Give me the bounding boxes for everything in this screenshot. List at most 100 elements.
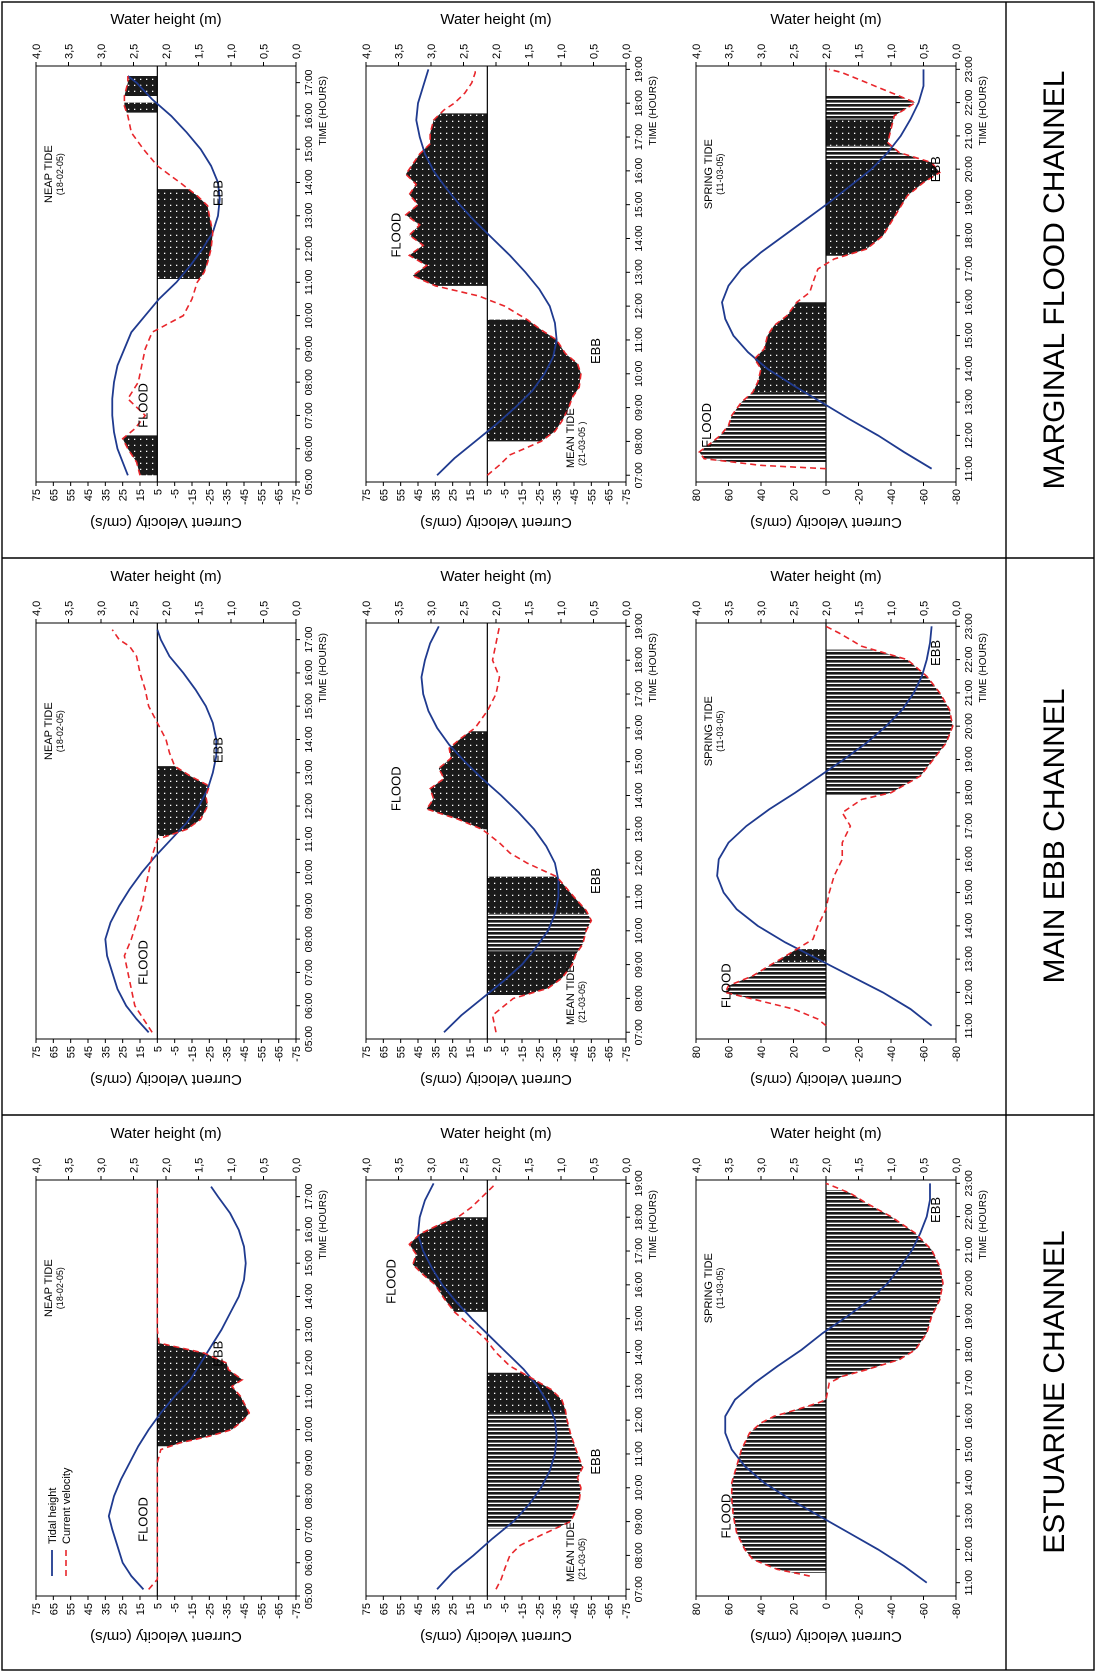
ebb-label: EBB: [588, 1449, 603, 1475]
y2-tick-label: 0,0: [951, 44, 963, 59]
y-tick-label: 75: [361, 489, 373, 501]
y2-axis-label: Water height (m): [440, 568, 551, 585]
y-tick-label: 20: [789, 1046, 801, 1058]
y-tick-label: 25: [118, 489, 130, 501]
x-tick-label: 05:00: [303, 469, 315, 495]
y-tick-label: 35: [100, 489, 112, 501]
y-tick-label: 75: [31, 489, 43, 501]
x-tick-label: 16:00: [303, 103, 315, 129]
y2-tick-label: 1,0: [886, 1158, 898, 1173]
y-tick-label: 35: [430, 489, 442, 501]
x-tick-label: 18:00: [633, 1204, 645, 1230]
y-tick-label: -5: [170, 489, 182, 499]
y2-tick-label: 2,5: [129, 1158, 141, 1173]
x-tick-label: 13:00: [633, 816, 645, 842]
x-axis-label: TIME (HOURS): [648, 633, 659, 702]
tide-label: NEAP TIDE: [43, 145, 55, 203]
x-tick-label: 07:00: [303, 1516, 315, 1542]
y-tick-label: 20: [789, 489, 801, 501]
y2-tick-label: 2,5: [129, 44, 141, 59]
x-tick-label: 06:00: [303, 435, 315, 461]
tide-label: SPRING TIDE: [703, 696, 715, 766]
y-tick-label: 45: [413, 1046, 425, 1058]
channel-title-marginal-flood: MARGINAL FLOOD CHANNEL: [1038, 71, 1071, 490]
y2-tick-label: 1,0: [886, 44, 898, 59]
y2-tick-label: 2,0: [491, 44, 503, 59]
y2-tick-label: 1,5: [524, 601, 536, 616]
y2-tick-label: 3,5: [724, 1158, 736, 1173]
x-tick-label: 15:00: [633, 1305, 645, 1331]
y-tick-label: -75: [291, 1603, 303, 1619]
flood-label: FLOOD: [135, 1497, 150, 1542]
x-tick-label: 15:00: [633, 748, 645, 774]
x-tick-label: 13:00: [963, 946, 975, 972]
y-tick-label: -75: [621, 489, 633, 505]
tidal-height-line: [716, 626, 933, 1027]
y-tick-label: -65: [604, 489, 616, 505]
x-tick-label: 11:00: [963, 1013, 975, 1039]
y-tick-label: 65: [378, 1603, 390, 1615]
x-tick-label: 14:00: [633, 782, 645, 808]
y-tick-label: 40: [756, 489, 768, 501]
x-tick-label: 17:00: [303, 69, 315, 95]
y2-tick-label: 2,0: [821, 1158, 833, 1173]
y2-axis-label: Water height (m): [110, 568, 221, 585]
y-tick-label: -80: [951, 489, 963, 505]
y2-tick-label: 0,0: [621, 44, 633, 59]
y-tick-label: 60: [724, 1603, 736, 1615]
flood-label: FLOOD: [135, 940, 150, 985]
y-tick-label: -65: [274, 1046, 286, 1062]
x-tick-label: 10:00: [303, 859, 315, 885]
x-tick-label: 10:00: [633, 1474, 645, 1500]
y2-tick-label: 4,0: [31, 601, 43, 616]
y2-tick-label: 1,0: [226, 44, 238, 59]
tidal-height-line: [420, 625, 560, 1033]
y2-tick-label: 2,5: [459, 44, 471, 59]
y-tick-label: 65: [48, 1046, 60, 1058]
y-tick-label: -45: [569, 1603, 581, 1619]
ebb-label: EBB: [210, 180, 225, 206]
y2-tick-label: 0,0: [621, 1158, 633, 1173]
x-tick-label: 20:00: [963, 713, 975, 739]
tide-label: MEAN TIDE: [565, 1522, 577, 1582]
y-tick-label: -45: [569, 489, 581, 505]
y2-tick-label: 0,5: [589, 601, 601, 616]
y2-tick-label: 1,0: [226, 601, 238, 616]
current-fill-dots: [148, 1343, 250, 1447]
x-tick-label: 21:00: [963, 680, 975, 706]
x-tick-label: 15:00: [303, 136, 315, 162]
x-tick-label: 15:00: [963, 1436, 975, 1462]
x-tick-label: 11:00: [303, 1383, 315, 1409]
y-tick-label: -40: [886, 1046, 898, 1062]
y-tick-label: -5: [500, 1046, 512, 1056]
y-tick-label: -45: [239, 1603, 251, 1619]
tide-date: (18-02-05): [55, 710, 65, 752]
ebb-label: EBB: [928, 640, 943, 666]
tide-date: (18-02-05): [55, 1267, 65, 1309]
y-tick-label: 5: [482, 489, 494, 495]
y2-tick-label: 0,5: [919, 44, 931, 59]
y2-tick-label: 4,0: [31, 1158, 43, 1173]
x-tick-label: 12:00: [303, 793, 315, 819]
y-tick-label: 45: [413, 489, 425, 501]
y-tick-label: 25: [448, 1603, 460, 1615]
y-axis-label: Current Velocity (cm/s): [750, 1071, 902, 1088]
y-tick-label: 15: [465, 1603, 477, 1615]
chart-panel: 75 65 55 45 35 25 15 5 -5 -15 -25 -35 -45 -55 -65 -75 4,…: [31, 1125, 329, 1645]
x-tick-label: 12:00: [963, 422, 975, 448]
x-axis-label: TIME (HOURS): [648, 76, 659, 145]
x-tick-label: 19:00: [963, 746, 975, 772]
y-tick-label: 15: [135, 1603, 147, 1615]
x-axis-label: TIME (HOURS): [978, 633, 989, 702]
y2-tick-label: 3,5: [64, 601, 76, 616]
y-tick-label: 15: [465, 1046, 477, 1058]
x-axis-label: TIME (HOURS): [648, 1190, 659, 1259]
y-tick-label: -45: [239, 1046, 251, 1062]
y2-tick-label: 3,0: [96, 1158, 108, 1173]
x-tick-label: 09:00: [633, 951, 645, 977]
x-tick-label: 16:00: [303, 660, 315, 686]
y-tick-label: -5: [170, 1603, 182, 1613]
x-tick-label: 17:00: [303, 1183, 315, 1209]
x-tick-label: 08:00: [303, 369, 315, 395]
